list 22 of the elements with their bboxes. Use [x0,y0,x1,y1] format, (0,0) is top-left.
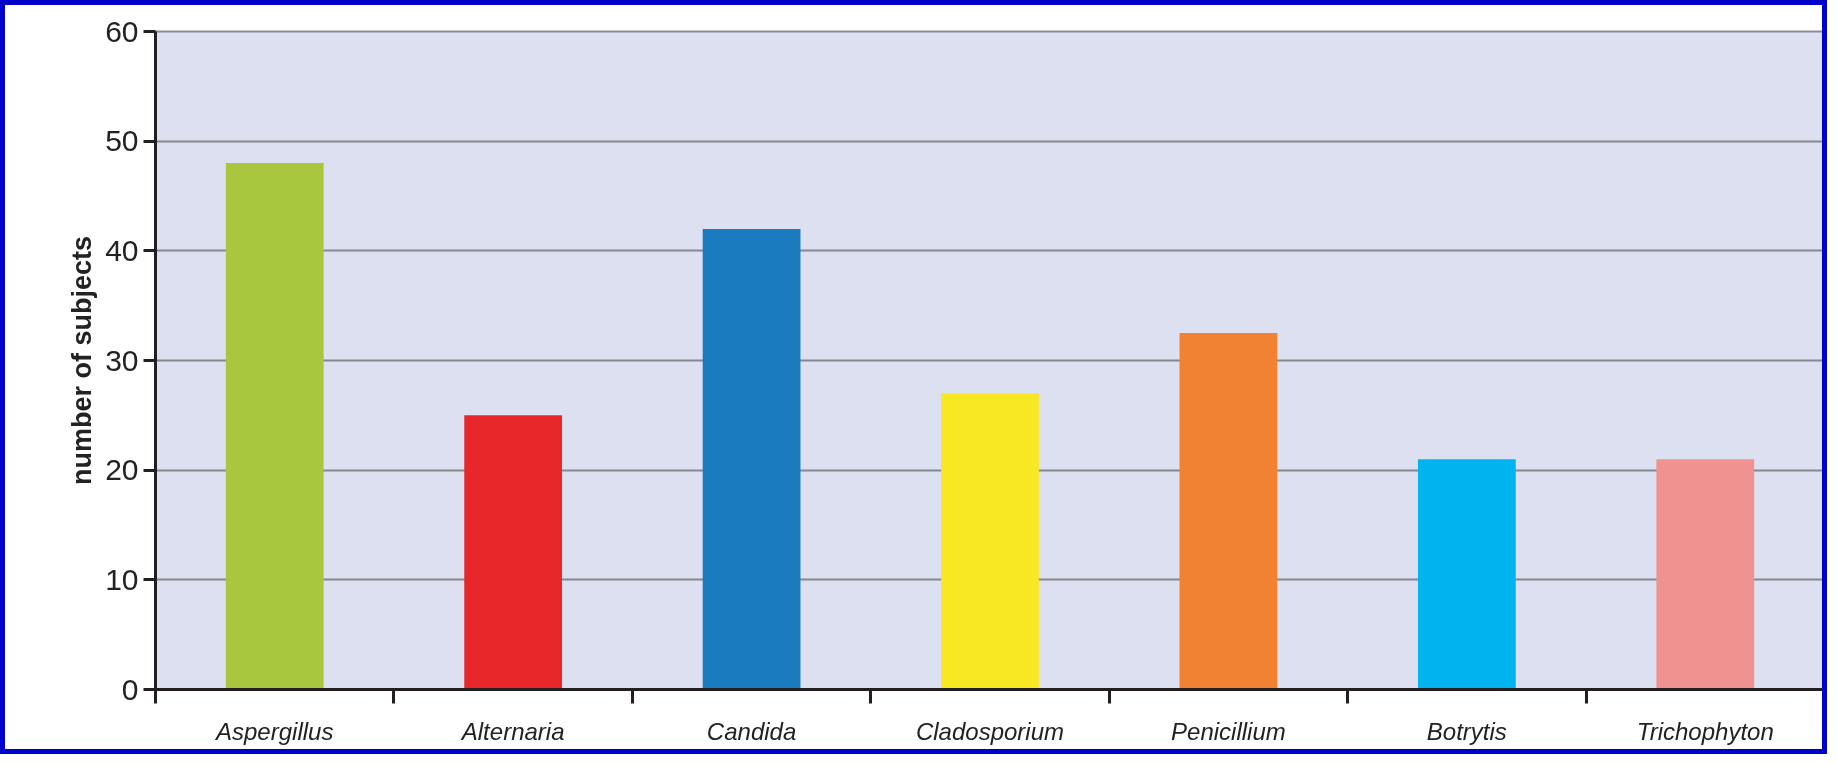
y-tick-label: 20 [105,453,139,487]
bar [1179,333,1278,690]
x-tick-label: Cladosporium [915,717,1065,745]
x-tick-label: Penicillium [1171,717,1286,745]
bar [1417,459,1516,690]
x-tick-label: Trichophyton [1636,717,1774,745]
bar [225,163,324,690]
bar [702,228,801,690]
y-tick-label: 30 [105,343,139,377]
y-tick-label: 0 [121,672,139,706]
x-tick-label: Candida [706,717,797,745]
y-tick-label: 10 [105,562,139,596]
y-tick-label: 40 [105,233,139,267]
x-tick-label: Alternaria [459,717,565,745]
bar [941,393,1039,690]
bar [464,415,563,690]
bar [1656,459,1755,690]
x-tick-label: Botrytis [1426,717,1507,745]
y-axis-title: number of subjects [67,235,98,486]
x-tick-label: Aspergillus [214,717,334,745]
y-tick-label: 50 [105,124,139,158]
y-tick-label: 60 [105,14,139,48]
